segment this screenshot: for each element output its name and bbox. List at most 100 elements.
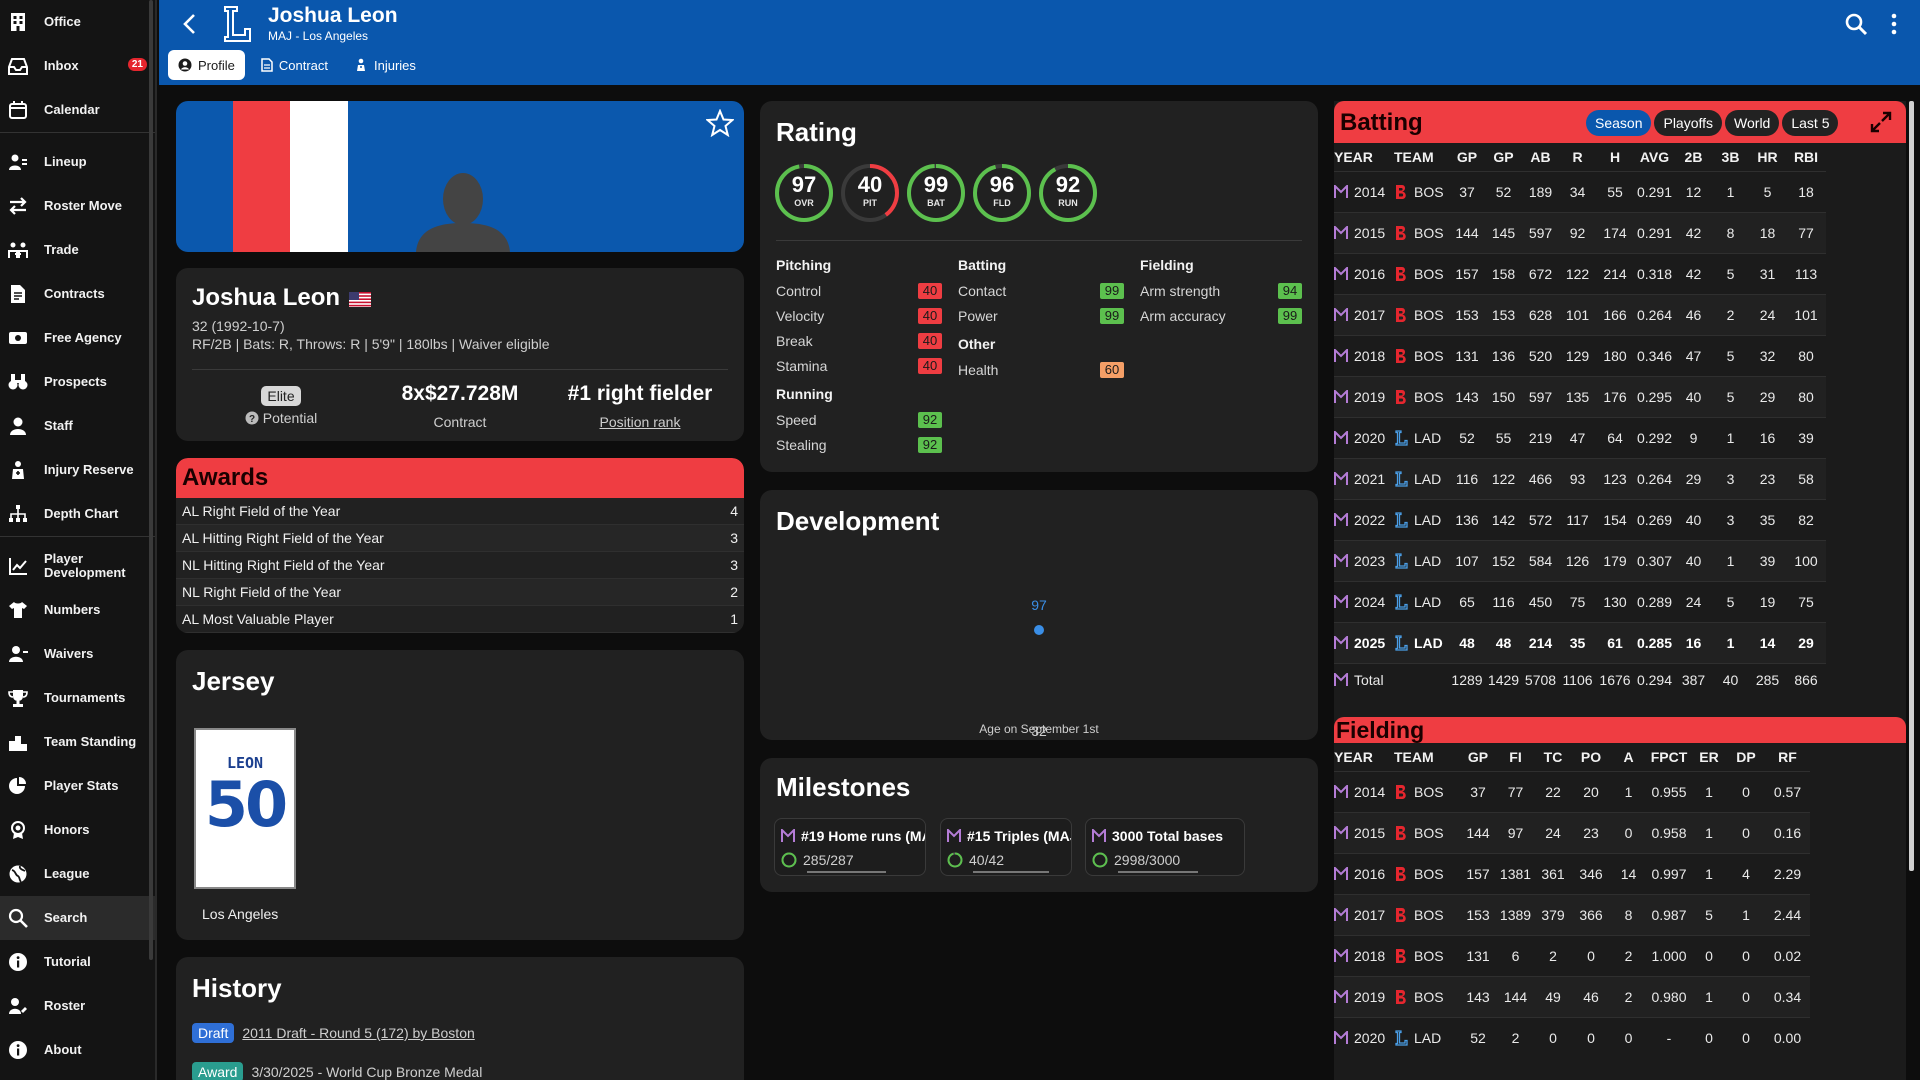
sidebar-item-player-development[interactable]: Player Development xyxy=(0,544,155,588)
sidebar-item-lineup[interactable]: Lineup xyxy=(0,140,155,184)
table-row[interactable]: 2017 BOS 153 153 628 101 166 0.264 46 2 24 101 xyxy=(1334,293,1826,335)
column-header[interactable]: RF xyxy=(1778,748,1797,765)
table-row[interactable]: 2020 LAD 52 2 0 0 0-0 0 0.00 xyxy=(1334,1016,1810,1058)
column-header[interactable]: AB xyxy=(1530,148,1551,165)
team-stripe-white xyxy=(290,101,348,252)
sidebar-item-tournaments[interactable]: Tournaments xyxy=(0,676,155,720)
help-icon[interactable]: ? xyxy=(245,411,259,425)
attribute-value: 40 xyxy=(918,282,942,299)
batting-tab-world[interactable]: World xyxy=(1725,110,1780,136)
table-row[interactable]: 2019 BOS 143 144 49 46 2 0.980 1 0 0.34 xyxy=(1334,975,1810,1017)
column-header[interactable]: GP xyxy=(1467,748,1489,765)
jersey-number: 50 xyxy=(204,768,288,841)
tab-profile[interactable]: Profile xyxy=(168,50,245,80)
table-row[interactable]: 2015 BOS 144 97 24 23 0 0.958 1 0 0.16 xyxy=(1334,811,1810,853)
sidebar-item-tutorial[interactable]: Tutorial xyxy=(0,940,155,984)
column-header[interactable]: RBI xyxy=(1793,148,1819,165)
table-cell: 0.289 xyxy=(1634,580,1675,622)
sidebar-item-office[interactable]: Office xyxy=(0,0,155,44)
table-cell: 93 xyxy=(1559,457,1596,499)
table-row[interactable]: 2015 BOS 144 145 597 92 174 0.291 42 8 18 77 xyxy=(1334,211,1826,253)
column-header[interactable]: GP xyxy=(1493,148,1514,165)
sidebar-item-waivers[interactable]: Waivers xyxy=(0,632,155,676)
column-header[interactable]: AVG xyxy=(1639,148,1670,165)
column-header[interactable]: R xyxy=(1572,148,1583,165)
position-rank-link[interactable]: Position rank xyxy=(599,414,681,430)
column-header[interactable]: PO xyxy=(1580,748,1602,765)
column-header[interactable]: GP xyxy=(1456,148,1478,165)
column-header[interactable]: ER xyxy=(1699,748,1719,765)
column-header[interactable]: TC xyxy=(1543,748,1563,765)
column-header[interactable]: TEAM xyxy=(1394,148,1434,165)
sidebar-divider xyxy=(0,536,155,537)
sidebar-item-prospects[interactable]: Prospects xyxy=(0,360,155,404)
table-row[interactable]: 2014 BOS 37 52 189 34 55 0.291 12 1 5 18 xyxy=(1334,170,1826,212)
sidebar-item-depth-chart[interactable]: Depth Chart xyxy=(0,492,155,536)
table-row[interactable]: 2023 LAD 107 152 584 126 179 0.307 40 1 39 100 xyxy=(1334,539,1826,581)
los-angeles-logo-icon xyxy=(1394,552,1408,569)
batting-tab-playoffs[interactable]: Playoffs xyxy=(1654,110,1723,136)
table-row[interactable]: 2020 LAD 52 55 219 47 64 0.292 9 1 16 39 xyxy=(1334,416,1826,458)
attribute-value: 99 xyxy=(1100,282,1124,299)
table-row[interactable]: 2018 BOS 131 6 2 0 2 1.000 0 0 0.02 xyxy=(1334,934,1810,976)
sidebar-item-search[interactable]: Search xyxy=(0,896,155,940)
column-header[interactable]: H xyxy=(1609,148,1621,165)
favorite-star-icon[interactable] xyxy=(706,109,734,137)
tab-contract[interactable]: Contract xyxy=(251,50,338,80)
table-row[interactable]: 2021 LAD 116 122 466 93 123 0.264 29 3 23 58 xyxy=(1334,457,1826,499)
table-row[interactable]: 2017 BOS 153 1389 379 366 8 0.987 5 1 2.44 xyxy=(1334,893,1810,935)
sidebar-item-roster-move[interactable]: Roster Move xyxy=(0,184,155,228)
sidebar-item-about[interactable]: About xyxy=(0,1028,155,1072)
sidebar-item-numbers[interactable]: Numbers xyxy=(0,588,155,632)
content-scrollbar[interactable] xyxy=(1909,101,1914,871)
table-row[interactable]: 2024 LAD 65 116 450 75 130 0.289 24 5 19 75 xyxy=(1334,580,1826,622)
tab-injuries[interactable]: Injuries xyxy=(344,50,426,80)
sidebar-item-staff[interactable]: Staff xyxy=(0,404,155,448)
sidebar-item-calendar[interactable]: Calendar xyxy=(0,88,155,132)
year-cell: 2018 xyxy=(1354,347,1386,364)
table-row[interactable]: 2025 LAD 48 48 214 35 61 0.285 16 1 14 29 xyxy=(1334,621,1826,663)
milestone-card[interactable]: #15 Triples (MAJ) 40/42 xyxy=(940,818,1072,876)
league-logo-icon xyxy=(1334,594,1348,609)
sidebar-item-honors[interactable]: Honors xyxy=(0,808,155,852)
column-header[interactable]: FI xyxy=(1509,748,1522,765)
sidebar-item-trade[interactable]: Trade xyxy=(0,228,155,272)
league-logo-icon xyxy=(1334,307,1348,322)
table-row[interactable]: 2018 BOS 131 136 520 129 180 0.346 47 5 32 80 xyxy=(1334,334,1826,376)
table-row[interactable]: 2014 BOS 37 77 22 20 1 0.955 1 0 0.57 xyxy=(1334,770,1810,812)
sidebar-item-league[interactable]: League xyxy=(0,852,155,896)
milestone-card[interactable]: #19 Home runs (MAJ) 285/287 xyxy=(774,818,926,876)
back-button[interactable] xyxy=(177,10,201,38)
column-header[interactable]: YEAR xyxy=(1334,748,1373,765)
sidebar-item-roster[interactable]: Roster xyxy=(0,984,155,1028)
table-cell: BOS xyxy=(1394,211,1449,253)
sidebar-item-free-agency[interactable]: Free Agency xyxy=(0,316,155,360)
search-icon[interactable] xyxy=(1844,12,1868,36)
history-text[interactable]: 2011 Draft - Round 5 (172) by Boston xyxy=(242,1025,475,1041)
sidebar-item-player-stats[interactable]: Player Stats xyxy=(0,764,155,808)
column-header[interactable]: DP xyxy=(1736,748,1756,765)
column-header[interactable]: YEAR xyxy=(1334,148,1373,165)
expand-icon[interactable] xyxy=(1870,111,1892,133)
table-row[interactable]: 2019 BOS 143 150 597 135 176 0.295 40 5 29 80 xyxy=(1334,375,1826,417)
column-header[interactable]: A xyxy=(1623,748,1634,765)
sidebar-scrollbar[interactable] xyxy=(149,0,153,960)
milestone-card[interactable]: 3000 Total bases 2998/3000 xyxy=(1085,818,1245,876)
table-row[interactable]: 2016 BOS 157 158 672 122 214 0.318 42 5 31 113 xyxy=(1334,252,1826,294)
table-row[interactable]: 2016 BOS 157 1381 361 346 14 0.997 1 4 2.29 xyxy=(1334,852,1810,894)
column-header[interactable]: FPCT xyxy=(1650,748,1688,765)
table-row[interactable]: 2022 LAD 136 142 572 117 154 0.269 40 3 35 82 xyxy=(1334,498,1826,540)
batting-tab-season[interactable]: Season xyxy=(1586,110,1652,136)
column-header[interactable]: 3B xyxy=(1721,148,1740,165)
sidebar-item-injury-reserve[interactable]: Injury Reserve xyxy=(0,448,155,492)
podium-icon xyxy=(8,732,28,752)
batting-tab-last-5[interactable]: Last 5 xyxy=(1782,110,1839,136)
sidebar-item-contracts[interactable]: Contracts xyxy=(0,272,155,316)
more-options-icon[interactable] xyxy=(1888,12,1900,36)
sidebar-item-team-standing[interactable]: Team Standing xyxy=(0,720,155,764)
column-header[interactable]: HR xyxy=(1757,148,1778,165)
column-header[interactable]: 2B xyxy=(1684,148,1703,165)
sidebar-item-inbox[interactable]: Inbox 21 xyxy=(0,44,155,88)
column-header[interactable]: TEAM xyxy=(1394,748,1434,765)
table-cell: 49 xyxy=(1534,975,1572,1017)
